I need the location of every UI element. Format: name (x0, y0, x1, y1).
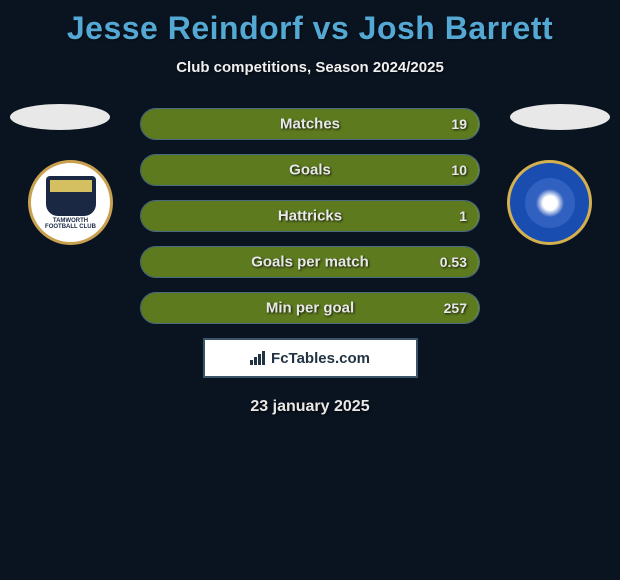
team-badge-left-label: TAMWORTHFOOTBALL CLUB (45, 218, 96, 230)
stat-bar-row: Min per goal 257 (140, 292, 480, 324)
chart-icon (250, 351, 265, 365)
stat-label: Goals per match (251, 254, 369, 271)
stat-label: Min per goal (266, 300, 354, 317)
stat-bar-row: Goals per match 0.53 (140, 246, 480, 278)
stat-label: Hattricks (278, 208, 342, 225)
stat-value-right: 19 (451, 116, 467, 132)
footer-attribution: FcTables.com (203, 338, 418, 378)
ellipse-shadow-left (10, 104, 110, 130)
stat-bar-row: Matches 19 (140, 108, 480, 140)
stat-value-right: 257 (444, 300, 467, 316)
aldershot-phoenix-icon (525, 178, 575, 228)
footer-label: FcTables.com (271, 350, 370, 367)
stat-value-right: 1 (459, 208, 467, 224)
ellipse-shadow-right (510, 104, 610, 130)
stat-bar-row: Goals 10 (140, 154, 480, 186)
stat-value-right: 0.53 (440, 254, 467, 270)
date-label: 23 january 2025 (0, 398, 620, 416)
tamworth-shield-icon (46, 176, 96, 216)
subtitle: Club competitions, Season 2024/2025 (0, 59, 620, 76)
stat-value-right: 10 (451, 162, 467, 178)
team-badge-right (507, 160, 592, 245)
page-title: Jesse Reindorf vs Josh Barrett (0, 0, 620, 47)
team-badge-left: TAMWORTHFOOTBALL CLUB (28, 160, 113, 245)
stat-bars: Matches 19 Goals 10 Hattricks 1 Goals per matc… (140, 108, 480, 324)
stat-label: Goals (289, 162, 331, 179)
comparison-panel: TAMWORTHFOOTBALL CLUB Matches 19 Goals 10 Ha… (0, 108, 620, 324)
stat-bar-row: Hattricks 1 (140, 200, 480, 232)
stat-label: Matches (280, 116, 340, 133)
